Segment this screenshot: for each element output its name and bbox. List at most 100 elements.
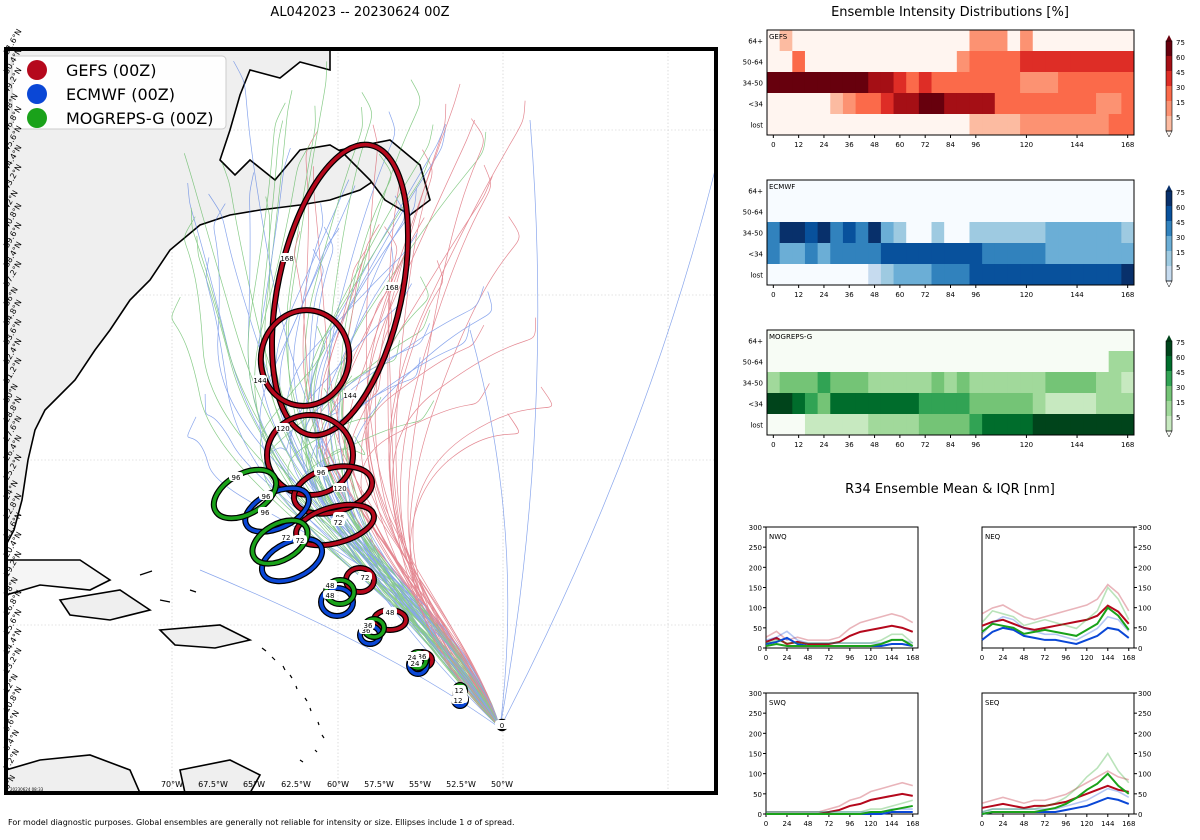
heatmap-tick-label: 168 [1121, 141, 1134, 149]
r34-iqr-line [981, 770, 1129, 805]
colorbar-frame [1165, 40, 1173, 132]
heatmap-cell [804, 243, 819, 265]
heatmap-cell [767, 330, 781, 352]
ellipse-label-bg [323, 590, 337, 599]
heatmap-cell [830, 30, 844, 52]
heatmap-cell [1070, 201, 1084, 223]
heatmap-cell [1070, 51, 1084, 73]
heatmap-cell [868, 201, 882, 223]
heatmap-cell [1032, 51, 1046, 73]
heatmap-tick-label: 120 [1020, 441, 1033, 449]
heatmap-cell [1070, 243, 1084, 265]
heatmap-cell [880, 243, 895, 265]
heatmap-cell [842, 222, 857, 244]
ellipse-label: 168 [280, 255, 293, 263]
heatmap-cell [817, 351, 831, 373]
heatmap-cell [944, 180, 958, 202]
heatmap-cell [817, 114, 831, 136]
r34-ytick-label: 250 [749, 710, 762, 718]
heatmap-cell [868, 264, 882, 286]
heatmap-cell [931, 30, 945, 52]
ellipse-label-bg [361, 620, 375, 629]
r34-xtick-label: 96 [845, 820, 854, 828]
heatmap-tick-label: 60 [895, 441, 904, 449]
ensemble-track [264, 90, 501, 729]
heatmap-cell [994, 93, 1008, 115]
ensemble-track [320, 248, 501, 729]
heatmap-tick-label: 0 [771, 441, 775, 449]
heatmap-cell [842, 351, 857, 373]
heatmap-cell [804, 330, 819, 352]
colorbar-tick-label: 45 [1176, 369, 1185, 377]
heatmap-cell [893, 330, 907, 352]
heatmap-cell [1121, 351, 1135, 373]
ensemble-track [499, 119, 539, 729]
r34-xtick-label: 144 [885, 654, 899, 662]
heatmap-row-label: lost [750, 272, 763, 280]
r34-ytick-label: 0 [1138, 645, 1142, 653]
heatmap-cell [792, 264, 806, 286]
track-map[interactable]: 1681681441441201209696727248362412096724… [0, 0, 725, 810]
heatmap-cell [1032, 372, 1046, 394]
heatmap-tick-label: 84 [946, 291, 955, 299]
colorbar-tick-label: 15 [1176, 99, 1185, 107]
heatmap-cell [868, 351, 882, 373]
heatmap-cell [804, 114, 819, 136]
ensemble-track [265, 196, 501, 729]
ellipse-label-bg [293, 535, 307, 544]
heatmap-cell [1096, 201, 1110, 223]
colorbar-mogreps-g: 75 60 45 30 15 5 [1165, 335, 1185, 438]
r34-xtick-label: 168 [1122, 654, 1135, 662]
heatmap-cell [1070, 72, 1084, 94]
heatmap-cell [1045, 114, 1059, 136]
heatmap-cell [1045, 243, 1059, 265]
heatmap-cell [817, 180, 831, 202]
colorbar-tick-label: 15 [1176, 399, 1185, 407]
heatmap-cell [817, 414, 831, 436]
colorbar-tick-label: 60 [1176, 204, 1185, 212]
r34-panel-seq: SEQ 0 50 100 150 200 250 300 0 24 48 72 96 120 144 168 [980, 690, 1152, 828]
heatmap-cell [1020, 351, 1034, 373]
r34-ytick-label: 100 [749, 605, 762, 613]
heatmap-mogreps-g: MOGREPS-G 64+ 50-64 34-50 <34 lost 0 12 24 36 48 60… [743, 329, 1185, 449]
r34-iqr-line [766, 799, 913, 813]
heatmap-row-label: 34-50 [743, 380, 763, 388]
r34-xtick-label: 48 [803, 820, 812, 828]
heatmap-tick-label: 96 [971, 291, 980, 299]
heatmap-cell [1032, 222, 1046, 244]
heatmap-cell [982, 93, 996, 115]
heatmap-cell [842, 201, 857, 223]
heatmap-tick-label: 72 [921, 141, 930, 149]
r34-xtick-label: 24 [783, 820, 792, 828]
heatmap-cell [982, 372, 996, 394]
heatmap-cell [880, 414, 895, 436]
heatmap-cell [1083, 201, 1097, 223]
colorbar-segment [1166, 116, 1172, 131]
heatmap-row-label: <34 [748, 101, 763, 109]
heatmap-cell [842, 51, 857, 73]
heatmap-row-label: 64+ [748, 38, 763, 46]
r34-xtick-label: 168 [906, 820, 919, 828]
heatmap-cell [956, 372, 970, 394]
heatmap-cell [855, 243, 869, 265]
ellipse-label: 72 [296, 537, 305, 545]
heatmap-cell [868, 393, 882, 415]
heatmap-cell [944, 114, 958, 136]
ellipse-label: 96 [262, 493, 271, 501]
heatmap-cell [1108, 51, 1122, 73]
r34-xtick-label: 48 [1019, 820, 1028, 828]
heatmap-cell [830, 351, 844, 373]
heatmap-tick-label: 144 [1070, 291, 1084, 299]
heatmap-cell [918, 414, 933, 436]
heatmap-cell [767, 372, 781, 394]
longitude-labels: 70°W 67.5°W 65°W 62.5°W 60°W 57.5°W 55°W 52.5°W… [161, 780, 513, 789]
heatmap-row-label: 34-50 [743, 230, 763, 238]
heatmap-cell [779, 180, 793, 202]
heatmap-cell [969, 414, 983, 436]
heatmap-cell [982, 51, 996, 73]
heatmap-row-label: 34-50 [743, 80, 763, 88]
heatmap-cell [1083, 393, 1097, 415]
heatmap-cell [779, 222, 793, 244]
heatmap-name: ECMWF [769, 183, 795, 191]
